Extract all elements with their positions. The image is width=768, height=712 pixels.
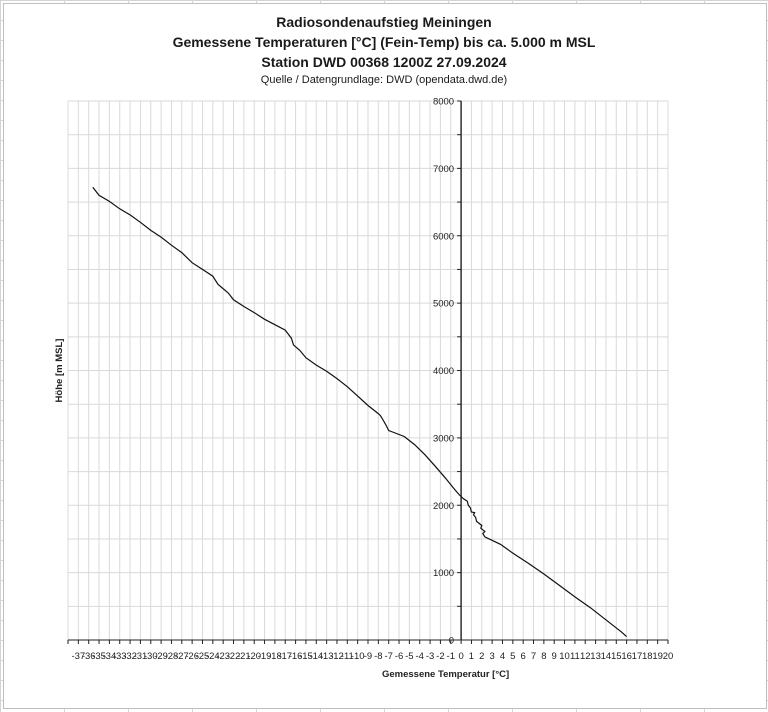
x-tick-label: -6 — [395, 651, 403, 662]
y-tick-label: 6000 — [433, 231, 454, 242]
x-tick-label: 2 — [479, 651, 484, 662]
x-tick-label: 17 — [632, 651, 643, 662]
x-tick-label: 15 — [611, 651, 622, 662]
chart-title-block: Radiosondenaufstieg Meiningen Gemessene … — [0, 12, 768, 88]
x-tick-label: -30 — [144, 651, 158, 662]
y-axis-title: Höhe [m MSL] — [54, 339, 65, 403]
x-tick-label: -35 — [92, 651, 106, 662]
y-tick-label: 3000 — [433, 433, 454, 444]
x-tick-label: -22 — [227, 651, 241, 662]
x-tick-label: -24 — [206, 651, 220, 662]
x-tick-label: 13 — [590, 651, 601, 662]
chart-title: Radiosondenaufstieg Meiningen — [276, 14, 492, 30]
x-tick-label: -9 — [364, 651, 372, 662]
y-tick-label: 0 — [449, 636, 454, 647]
x-tick-label: -11 — [341, 651, 354, 662]
y-tick-label: 8000 — [433, 97, 454, 108]
x-tick-label: 6 — [521, 651, 526, 662]
x-tick-label: 8 — [541, 651, 546, 662]
x-tick-label: -32 — [123, 651, 137, 662]
x-tick-label: -20 — [247, 651, 261, 662]
x-tick-label: -3 — [426, 651, 434, 662]
x-tick-label: -25 — [196, 651, 210, 662]
x-tick-label: -15 — [299, 651, 313, 662]
x-tick-label: 9 — [552, 651, 557, 662]
x-tick-label: 3 — [489, 651, 494, 662]
x-tick-label: -13 — [320, 651, 334, 662]
y-tick-label: 1000 — [433, 568, 454, 579]
x-tick-label: -5 — [405, 651, 413, 662]
x-tick-label: 20 — [663, 651, 674, 662]
x-tick-label: -31 — [134, 651, 148, 662]
chart-subtitle-2: Station DWD 00368 1200Z 27.09.2024 — [261, 54, 507, 70]
x-tick-label: -26 — [185, 651, 199, 662]
x-tick-label: 10 — [559, 651, 570, 662]
x-tick-label: -29 — [154, 651, 168, 662]
x-tick-label: -2 — [436, 651, 444, 662]
x-tick-label: -1 — [447, 651, 455, 662]
x-tick-label: 16 — [621, 651, 632, 662]
x-tick-label: -27 — [175, 651, 189, 662]
x-tick-label: -4 — [415, 651, 423, 662]
y-tick-label: 5000 — [433, 299, 454, 310]
x-tick-label: 19 — [652, 651, 663, 662]
x-tick-labels: -37-36-35-34-33-32-31-30-29-28-27-26-25-… — [71, 651, 673, 662]
y-tick-marks — [457, 100, 462, 641]
x-tick-label: -7 — [384, 651, 392, 662]
x-tick-label: 4 — [500, 651, 505, 662]
x-tick-label: 18 — [642, 651, 653, 662]
x-tick-label: -33 — [113, 651, 127, 662]
y-tick-label: 7000 — [433, 164, 454, 175]
x-tick-label: -23 — [216, 651, 230, 662]
y-tick-label: 2000 — [433, 501, 454, 512]
x-tick-label: 11 — [570, 651, 580, 662]
x-tick-label: 7 — [531, 651, 536, 662]
y-tick-labels: 0 1000 2000 3000 4000 5000 6000 7000 8000 — [433, 97, 454, 647]
x-tick-label: -18 — [268, 651, 282, 662]
x-axis-title: Gemessene Temperatur [°C] — [382, 669, 509, 680]
x-tick-label: -17 — [278, 651, 292, 662]
x-tick-label: -8 — [374, 651, 382, 662]
x-tick-label: -10 — [351, 651, 365, 662]
x-tick-label: -36 — [82, 651, 96, 662]
x-tick-label: 14 — [601, 651, 612, 662]
x-tick-label: -12 — [330, 651, 344, 662]
x-tick-label: 0 — [458, 651, 463, 662]
x-tick-label: 5 — [510, 651, 515, 662]
x-tick-label: -28 — [165, 651, 179, 662]
chart-subtitle-1: Gemessene Temperaturen [°C] (Fein-Temp) … — [172, 34, 596, 50]
x-tick-label: -21 — [237, 651, 251, 662]
x-tick-label: -19 — [258, 651, 272, 662]
x-tick-label: -37 — [71, 651, 85, 662]
x-tick-label: -16 — [289, 651, 303, 662]
x-tick-label: -34 — [103, 651, 117, 662]
x-tick-label: 12 — [580, 651, 591, 662]
chart-source: Quelle / Datengrundlage: DWD (opendata.d… — [260, 74, 508, 86]
temperature-profile-line — [92, 186, 628, 638]
x-tick-label: -14 — [309, 651, 323, 662]
y-tick-label: 4000 — [433, 366, 454, 377]
x-tick-label: 1 — [469, 651, 474, 662]
x-tick-marks — [67, 640, 669, 644]
